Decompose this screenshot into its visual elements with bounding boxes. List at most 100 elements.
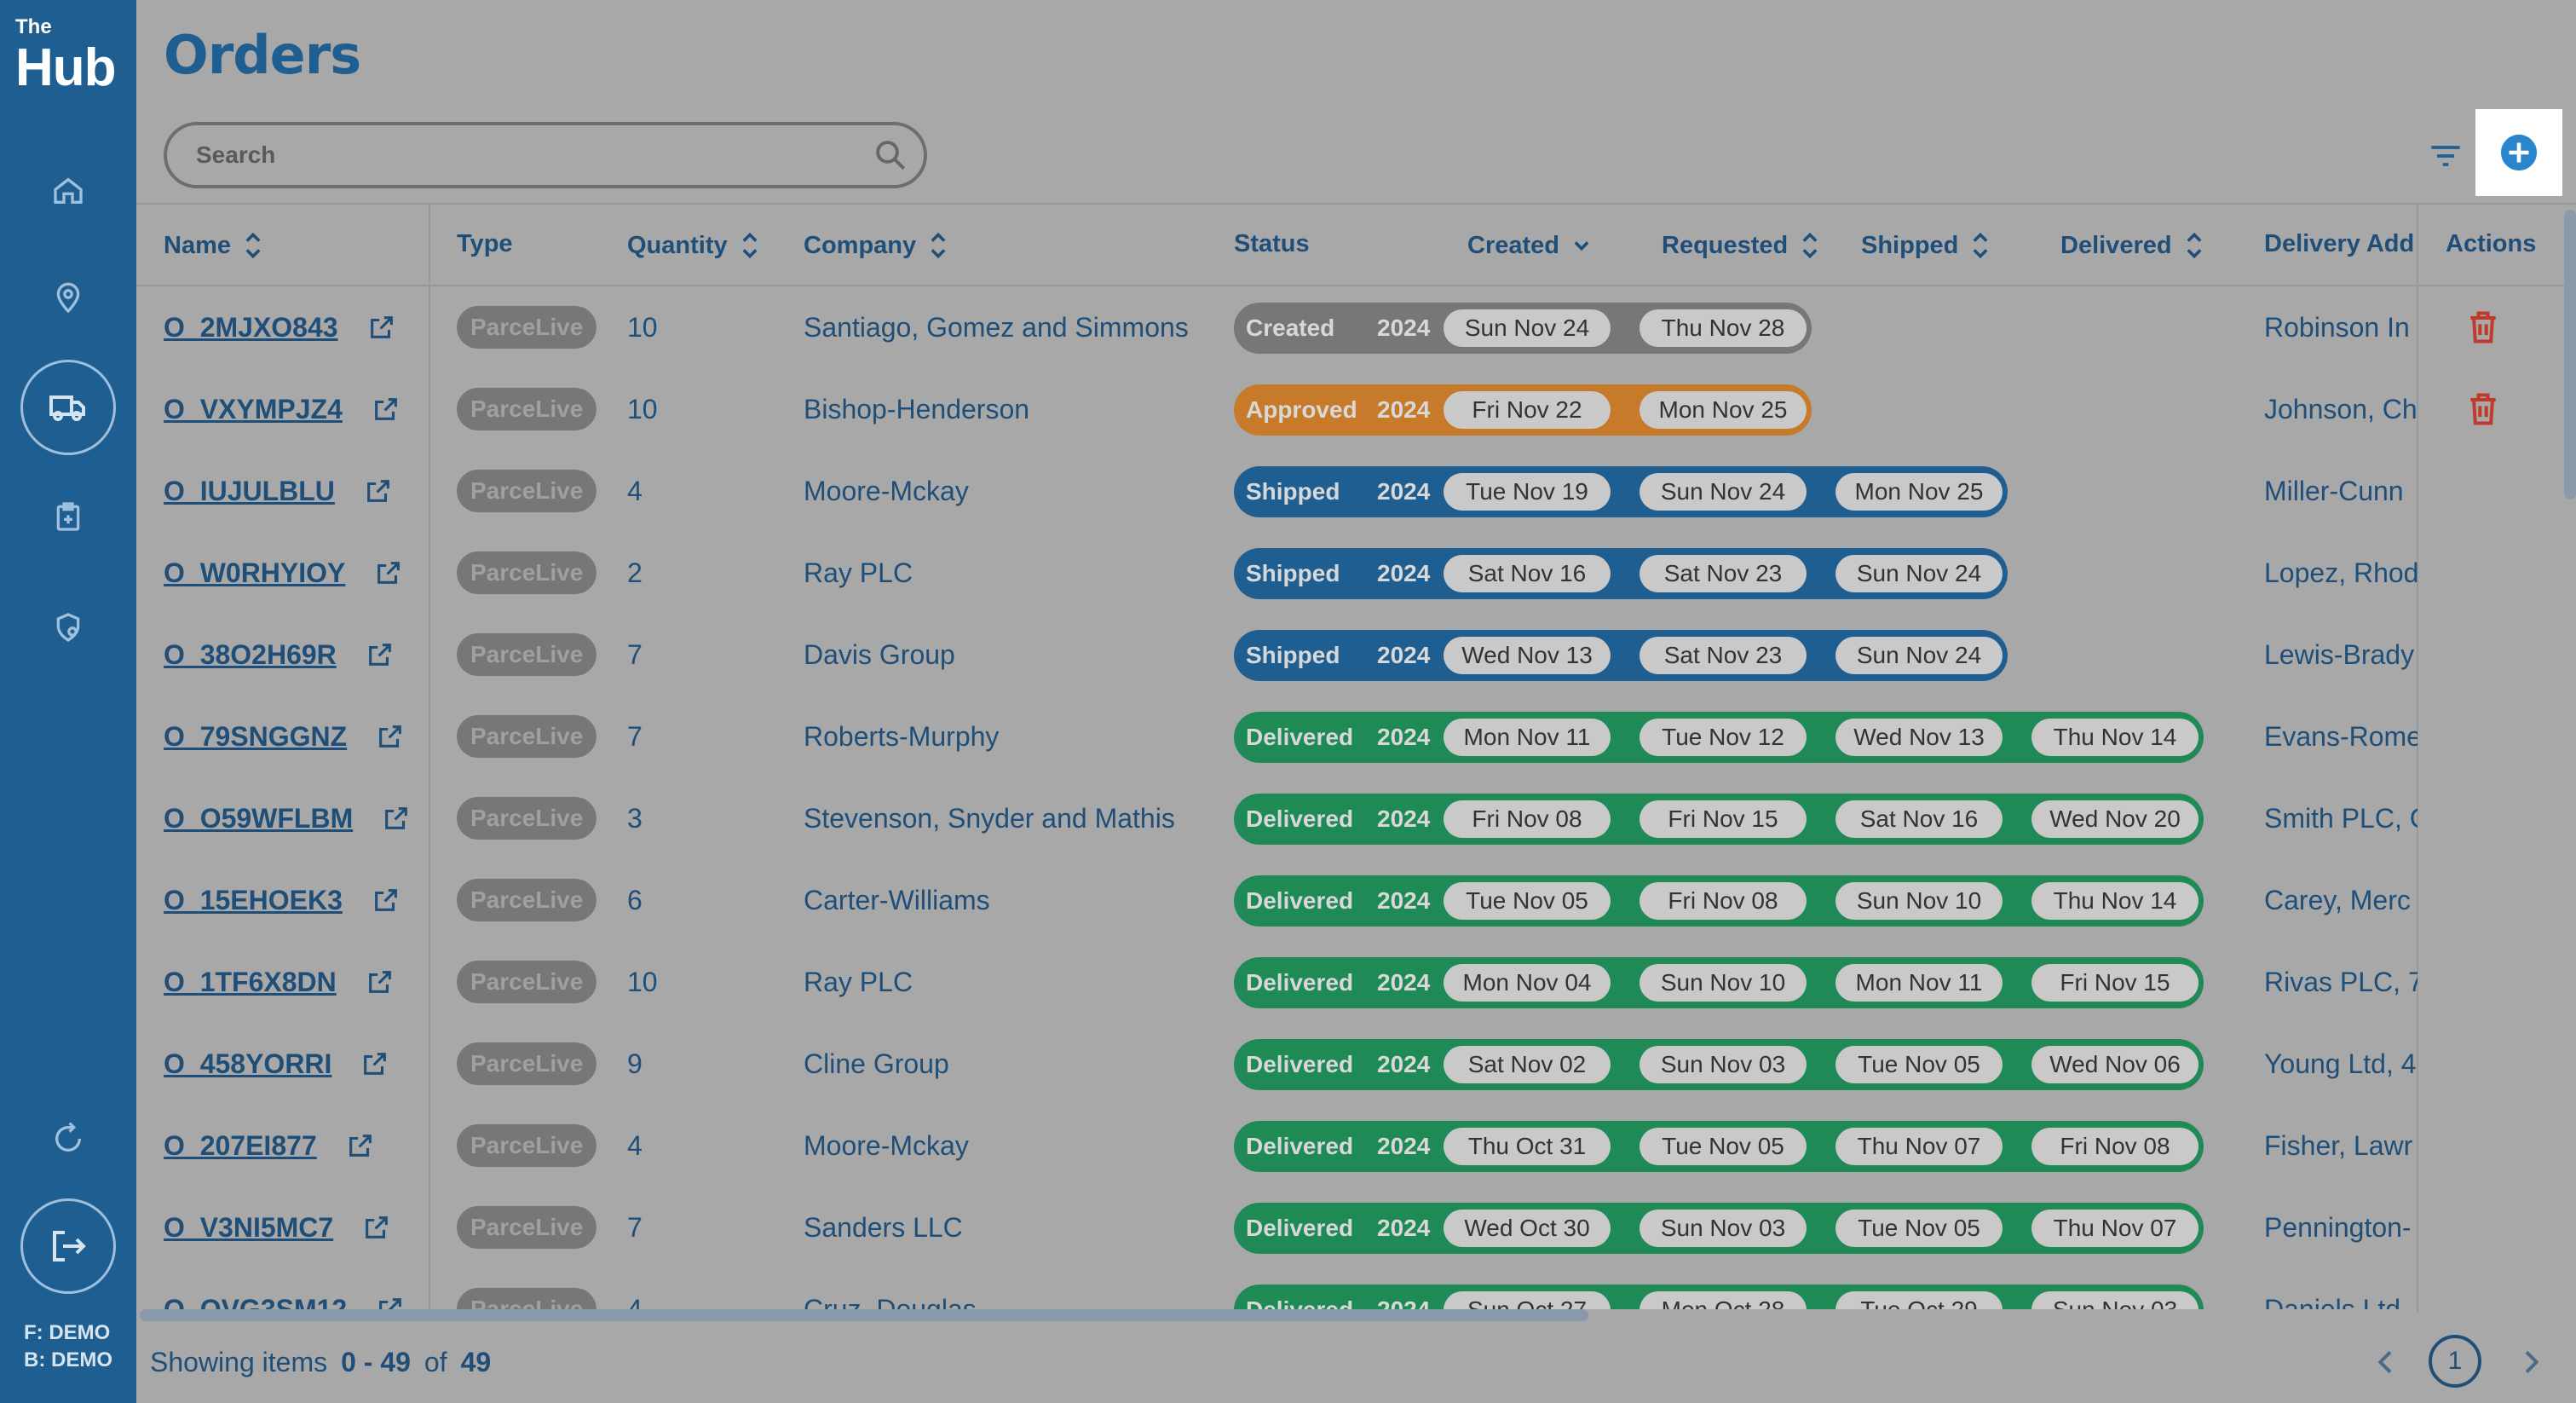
table-row[interactable]: O_15EHOEK3 ParceLive 6 Carter-Williams Deliv… [136,859,2576,941]
order-link[interactable]: O_15EHOEK3 [164,884,343,915]
column-header-name[interactable]: Name [164,230,265,261]
order-name-cell: O_W0RHYIOY [164,532,403,614]
order-link[interactable]: O_458YORRI [164,1048,332,1079]
external-link-icon[interactable] [376,722,405,751]
search-input[interactable] [196,139,861,171]
status-timeline: Approved 2024 Fri Nov 22 Mon Nov 25 [1234,384,1812,436]
env-backend: B: DEMO [24,1348,112,1371]
external-link-icon[interactable] [366,640,395,669]
date-chip: Sun Nov 03 [1640,1210,1807,1247]
type-chip: ParceLive [457,1288,597,1309]
table-row[interactable]: O_2MJXO843 ParceLive 10 Santiago, Gomez and… [136,286,2576,368]
table-row[interactable]: O_38O2H69R ParceLive 7 Davis Group Shipped 20… [136,614,2576,696]
order-name-cell: O_OVG3SM12 [164,1268,405,1309]
quantity-cell: 6 [627,884,643,915]
search-box[interactable] [164,122,927,188]
company-cell: Sanders LLC [804,1211,963,1243]
status-year: 2024 [1377,1051,1431,1077]
date-chip: Mon Oct 28 [1640,1291,1807,1309]
external-link-icon[interactable] [362,1213,391,1242]
order-link[interactable]: O_207EI877 [164,1129,317,1161]
logout-icon[interactable] [20,1198,116,1294]
pagination-summary: Showing items 0 - 49 of 49 [150,1347,491,1378]
table-row[interactable]: O_IUJULBLU ParceLive 4 Moore-Mckay Shipped 20… [136,450,2576,532]
clipboard-icon[interactable] [34,482,102,551]
external-link-icon[interactable] [382,804,411,833]
date-chip: Sat Nov 23 [1640,555,1807,592]
external-link-icon[interactable] [372,886,401,915]
type-cell: ParceLive [457,859,597,941]
order-link[interactable]: O_O59WFLBM [164,802,354,834]
date-chip: Thu Nov 14 [2031,719,2199,756]
status-year: 2024 [1377,1215,1431,1241]
trash-icon[interactable] [2464,309,2502,346]
order-link[interactable]: O_OVG3SM12 [164,1293,348,1310]
external-link-icon[interactable] [366,967,395,996]
table-row[interactable]: O_458YORRI ParceLive 9 Cline Group Delivered… [136,1023,2576,1105]
external-link-icon[interactable] [372,395,401,424]
order-link[interactable]: O_V3NI5MC7 [164,1211,334,1243]
date-chip: Wed Nov 06 [2031,1046,2199,1083]
order-link[interactable]: O_W0RHYIOY [164,557,346,588]
home-icon[interactable] [34,157,102,225]
quantity-cell: 7 [627,1211,643,1243]
table-row[interactable]: O_O59WFLBM ParceLive 3 Stevenson, Snyder an… [136,777,2576,859]
add-order-button[interactable] [2475,109,2562,196]
order-name-cell: O_458YORRI [164,1023,389,1105]
filter-button[interactable] [2424,135,2467,177]
external-link-icon[interactable] [364,476,393,505]
external-link-icon[interactable] [374,558,403,587]
order-link[interactable]: O_38O2H69R [164,638,337,670]
status-year: 2024 [1377,315,1431,341]
order-link[interactable]: O_IUJULBLU [164,475,335,506]
column-header-quantity[interactable]: Quantity [627,230,762,261]
order-link[interactable]: O_79SNGGNZ [164,720,348,752]
refresh-icon[interactable] [34,1105,102,1173]
table-row[interactable]: O_VXYMPJZ4 ParceLive 10 Bishop-Henderson App… [136,368,2576,450]
external-link-icon[interactable] [360,1049,389,1078]
column-header-company[interactable]: Company [804,230,950,261]
order-link[interactable]: O_VXYMPJZ4 [164,393,343,424]
table-row[interactable]: O_207EI877 ParceLive 4 Moore-Mckay Delivered… [136,1105,2576,1186]
column-header-requested[interactable]: Requested [1662,230,1822,261]
horizontal-scrollbar[interactable] [140,1309,1588,1321]
search-icon[interactable] [873,137,908,173]
date-chip: Fri Nov 08 [2031,1128,2199,1165]
column-divider [429,205,430,1313]
type-chip: ParceLive [457,1206,597,1249]
order-name-cell: O_VXYMPJZ4 [164,368,401,450]
order-link[interactable]: O_2MJXO843 [164,311,338,343]
main-content: Orders Name Type Quantity Company Status… [136,0,2576,1403]
column-header-delivered[interactable]: Delivered [2060,230,2206,261]
total-count: 49 [460,1347,492,1377]
vertical-scrollbar[interactable] [2564,210,2576,499]
date-chip: Wed Oct 30 [1444,1210,1611,1247]
table-row[interactable]: O_W0RHYIOY ParceLive 2 Ray PLC Shipped 2024 Sa… [136,532,2576,614]
external-link-icon[interactable] [367,313,396,342]
page-number[interactable]: 1 [2429,1335,2481,1388]
date-chip: Fri Nov 22 [1444,391,1611,429]
sort-icon [1973,232,1988,259]
date-chip: Fri Nov 15 [2031,964,2199,1002]
external-link-icon[interactable] [346,1131,375,1160]
status-label: Delivered [1246,1215,1354,1241]
column-header-created[interactable]: Created [1467,230,1593,261]
chevron-right-icon[interactable] [2514,1345,2548,1379]
date-chip: Sun Nov 03 [2031,1291,2199,1309]
table-row[interactable]: O_OVG3SM12 ParceLive 4 Cruz, Douglas Deliver… [136,1268,2576,1309]
date-chip: Fri Nov 08 [1640,882,1807,920]
external-link-icon[interactable] [376,1295,405,1309]
date-chip: Tue Nov 12 [1640,719,1807,756]
column-header-shipped[interactable]: Shipped [1861,230,1992,261]
table-row[interactable]: O_1TF6X8DN ParceLive 10 Ray PLC Delivered 202… [136,941,2576,1023]
shield-settings-icon[interactable] [34,593,102,661]
quantity-cell: 10 [627,393,658,424]
chevron-left-icon[interactable] [2369,1345,2403,1379]
table-row[interactable]: O_79SNGGNZ ParceLive 7 Roberts-Murphy Delive… [136,696,2576,777]
order-link[interactable]: O_1TF6X8DN [164,966,337,997]
trash-icon[interactable] [2464,390,2502,428]
truck-icon[interactable] [20,360,116,455]
table-row[interactable]: O_V3NI5MC7 ParceLive 7 Sanders LLC Delivered… [136,1186,2576,1268]
status-year: 2024 [1377,969,1431,996]
location-pin-icon[interactable] [34,264,102,332]
